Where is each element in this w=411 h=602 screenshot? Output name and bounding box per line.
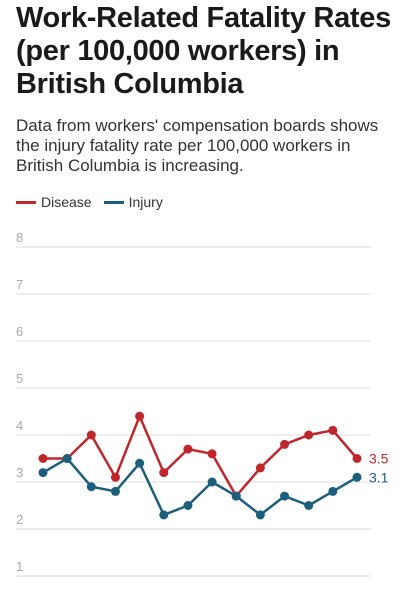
y-tick-label: 3 — [16, 465, 23, 480]
data-point-disease — [280, 439, 290, 449]
data-point-injury — [207, 477, 217, 487]
legend-label-injury: Injury — [128, 194, 163, 210]
y-tick-label: 6 — [16, 324, 23, 339]
data-point-disease — [135, 411, 145, 421]
data-point-injury — [62, 454, 72, 463]
legend-swatch-disease — [16, 200, 36, 204]
end-value-label-disease: 3.5 — [369, 451, 389, 467]
chart-title: Work-Related Fatality Rates (per 100,000… — [16, 2, 391, 100]
data-point-injury — [86, 482, 96, 492]
data-point-disease — [255, 463, 265, 473]
y-tick-label: 5 — [16, 371, 23, 386]
y-tick-label: 7 — [16, 277, 23, 292]
data-point-disease — [207, 449, 217, 459]
data-point-disease — [352, 454, 362, 463]
data-point-injury — [183, 501, 193, 510]
legend-item-injury: Injury — [103, 194, 163, 210]
legend-item-disease: Disease — [16, 194, 92, 210]
data-point-disease — [328, 425, 338, 435]
data-point-disease — [304, 430, 314, 440]
data-point-injury — [255, 510, 265, 520]
data-point-disease — [159, 468, 169, 478]
data-point-injury — [280, 491, 290, 501]
y-tick-label: 8 — [16, 230, 23, 245]
y-tick-label: 2 — [16, 512, 23, 527]
y-tick-label: 4 — [16, 418, 23, 433]
end-value-label-injury: 3.1 — [369, 469, 389, 485]
data-point-injury — [231, 491, 241, 501]
legend-label-disease: Disease — [41, 194, 92, 210]
data-point-disease — [110, 472, 120, 482]
data-point-injury — [352, 472, 362, 482]
data-point-injury — [110, 486, 120, 496]
y-tick-label: 1 — [16, 559, 23, 574]
data-point-injury — [38, 468, 48, 478]
data-point-disease — [183, 444, 193, 454]
data-point-disease — [86, 430, 96, 440]
data-point-injury — [328, 486, 338, 496]
chart-subtitle: Data from workers' compensation boards s… — [16, 116, 379, 175]
data-point-injury — [135, 458, 145, 468]
legend: Disease Injury — [16, 193, 175, 211]
data-point-disease — [38, 454, 48, 463]
data-point-injury — [304, 501, 314, 510]
legend-swatch-injury — [103, 200, 124, 204]
data-point-injury — [159, 510, 169, 520]
